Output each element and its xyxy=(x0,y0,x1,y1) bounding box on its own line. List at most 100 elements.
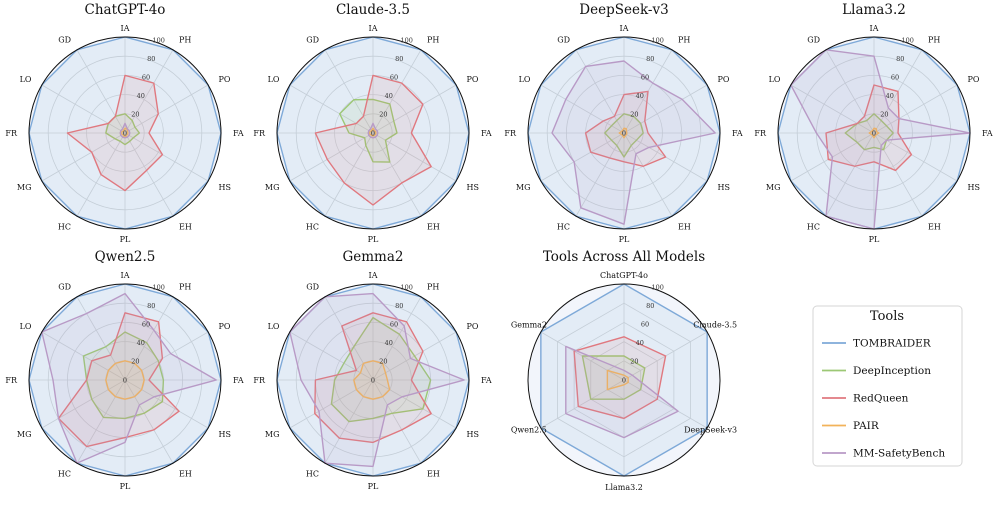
series-pair xyxy=(353,360,391,400)
axis-label-hc: HC xyxy=(58,470,71,479)
series-redqueen xyxy=(573,336,667,420)
grid-spoke xyxy=(324,49,374,134)
axis-label-ph: PH xyxy=(928,35,940,44)
chart-title: Qwen2.5 xyxy=(95,249,156,265)
r-tick-label: 20 xyxy=(880,111,888,119)
grid-spoke xyxy=(124,84,209,134)
legend-item-tombraider: TOMBRAIDER xyxy=(822,338,932,350)
r-tick-label: 60 xyxy=(390,321,398,329)
plot-frame xyxy=(28,283,222,477)
axis-label-ph: PH xyxy=(427,282,439,291)
grid-spoke xyxy=(76,296,126,381)
axis-label-fr: FR xyxy=(504,129,517,138)
axis-label-fa: FA xyxy=(982,129,993,138)
axis-label-ph: PH xyxy=(427,35,439,44)
legend-label: PAIR xyxy=(853,420,880,432)
legend-label: TOMBRAIDER xyxy=(853,338,932,350)
grid-spoke xyxy=(372,296,422,381)
axis-label-hs: HS xyxy=(467,183,479,192)
axis-label-deepseek-v3: DeepSeek-v3 xyxy=(684,426,737,435)
radar-chart-claude-3-5: 0 20 40 60 80 100 IA PH PO FA HS EH PL HC MG FR LO GD Clau… xyxy=(253,2,491,244)
axis-label-hs: HS xyxy=(219,183,231,192)
plot-frame xyxy=(527,36,721,230)
axis-label-mg: MG xyxy=(265,430,280,439)
r-tick-label: 40 xyxy=(636,92,644,100)
legend-item-deepinception: DeepInception xyxy=(822,365,931,377)
axis-label-chatgpt-4o: ChatGPT-4o xyxy=(600,271,648,280)
r-tick-label: 60 xyxy=(390,74,398,82)
r-tick-label: 40 xyxy=(886,92,894,100)
grid-spoke xyxy=(790,84,875,134)
grid-spoke xyxy=(76,379,126,464)
axis-label-lo: LO xyxy=(268,75,280,84)
r-tick-label: 80 xyxy=(147,302,155,310)
axis-label-po: PO xyxy=(467,75,479,84)
r-tick-label: 80 xyxy=(646,302,654,310)
axis-label-ph: PH xyxy=(179,35,191,44)
grid-spoke xyxy=(372,84,457,134)
axis-label-hc: HC xyxy=(58,223,71,232)
legend-label: DeepInception xyxy=(853,365,931,377)
axis-label-pl: PL xyxy=(869,235,880,244)
chart-title: ChatGPT-4o xyxy=(85,2,166,18)
legend-label: RedQueen xyxy=(853,393,909,405)
grid-spoke xyxy=(124,331,209,381)
axis-label-eh: EH xyxy=(928,223,941,232)
r-tick-label: 80 xyxy=(395,55,403,63)
legend-label: MM-SafetyBench xyxy=(853,448,945,460)
series-deepinception xyxy=(604,113,644,158)
r-tick-label: 60 xyxy=(891,74,899,82)
grid-spoke xyxy=(873,84,958,134)
r-tick-label: 20 xyxy=(379,111,387,119)
axis-label-lo: LO xyxy=(769,75,781,84)
grid-spoke xyxy=(372,132,457,182)
grid-spoke xyxy=(76,49,126,134)
grid-spoke xyxy=(324,132,374,217)
chart-title: Tools Across All Models xyxy=(543,249,705,265)
grid-spoke xyxy=(289,132,374,182)
axis-label-gd: GD xyxy=(306,35,319,44)
grid-spoke xyxy=(623,379,708,429)
series-mm-safetybench xyxy=(367,122,379,139)
axis-label-ia: IA xyxy=(870,24,879,33)
axis-label-mg: MG xyxy=(17,430,32,439)
grid-spoke xyxy=(575,132,625,217)
series-deepinception xyxy=(82,331,165,420)
r-tick-label: 100 xyxy=(901,37,913,45)
grid-spoke xyxy=(124,379,174,464)
axis-label-mg: MG xyxy=(516,183,531,192)
axis-label-lo: LO xyxy=(519,75,531,84)
r-tick-label: 40 xyxy=(137,339,145,347)
axis-label-hc: HC xyxy=(306,470,319,479)
axis-label-hc: HC xyxy=(557,223,570,232)
grid-spoke xyxy=(41,84,126,134)
axis-label-hc: HC xyxy=(306,223,319,232)
r-tick-label: 0 xyxy=(622,130,626,138)
axis-label-fa: FA xyxy=(481,129,492,138)
axis-label-mg: MG xyxy=(265,183,280,192)
grid-spoke xyxy=(324,296,374,381)
axis-label-po: PO xyxy=(219,322,231,331)
legend-box xyxy=(812,305,963,467)
axis-label-hs: HS xyxy=(968,183,980,192)
axis-label-pl: PL xyxy=(368,235,379,244)
grid-spoke xyxy=(124,49,174,134)
series-pair xyxy=(105,360,145,400)
axis-label-mg: MG xyxy=(17,183,32,192)
axis-label-eh: EH xyxy=(427,470,440,479)
grid-spoke xyxy=(124,296,174,381)
plot-frame xyxy=(276,283,470,477)
axis-label-gd: GD xyxy=(58,35,71,44)
axis-label-pl: PL xyxy=(120,235,131,244)
axis-label-ph: PH xyxy=(678,35,690,44)
r-tick-label: 100 xyxy=(400,284,412,292)
axis-label-fr: FR xyxy=(253,376,266,385)
r-tick-label: 80 xyxy=(646,55,654,63)
r-tick-label: 20 xyxy=(131,111,139,119)
axis-label-fr: FR xyxy=(5,129,18,138)
series-redqueen xyxy=(66,74,164,192)
r-tick-label: 40 xyxy=(385,339,393,347)
axis-label-gd: GD xyxy=(306,282,319,291)
